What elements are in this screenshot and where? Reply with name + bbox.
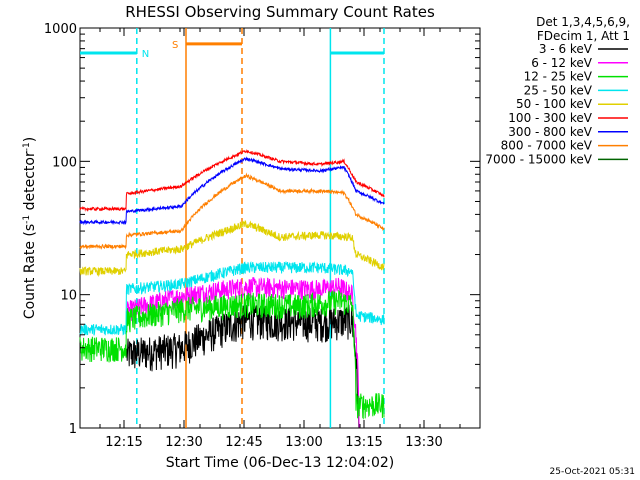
series-line: [79, 220, 385, 278]
legend-label: 300 - 800 keV: [508, 125, 592, 139]
legend-label: 7000 - 15000 keV: [485, 152, 592, 166]
legend-header-decimation: FDecim 1, Att 1: [537, 29, 630, 43]
y-tick-label: 1000: [44, 22, 77, 37]
x-tick-label: 13:30: [405, 435, 442, 450]
series-line: [79, 289, 385, 420]
chart-title: RHESSI Observing Summary Count Rates: [125, 3, 435, 21]
series-line: [79, 156, 385, 226]
y-tick-label: 100: [52, 155, 77, 170]
y-tick-label: 10: [60, 289, 77, 304]
legend-label: 50 - 100 keV: [516, 97, 593, 111]
y-tick-label: 1: [69, 422, 77, 437]
flag-label: S: [172, 40, 178, 51]
legend-label: 6 - 12 keV: [531, 56, 593, 70]
footer-timestamp: 25-Oct-2021 05:31: [550, 467, 635, 477]
legend-header-detectors: Det 1,3,4,5,6,9,: [536, 15, 630, 29]
x-axis-label: Start Time (06-Dec-13 12:04:02): [166, 455, 394, 471]
legend-label: 100 - 300 keV: [508, 111, 592, 125]
series-line: [79, 148, 385, 212]
flag-label: N: [142, 49, 149, 60]
x-axis-ticks: 12:15 12:30 12:45 13:00 13:15 13:30: [79, 28, 481, 450]
series-line: [126, 276, 360, 428]
y-axis-ticks: 1 10 100 1000: [44, 22, 480, 437]
legend: Det 1,3,4,5,6,9, FDecim 1, Att 1 3 - 6 k…: [485, 15, 630, 166]
legend-label: 25 - 50 keV: [524, 83, 593, 97]
series-line: [79, 260, 385, 336]
y-axis-label: Count Rate (s-1 detector-1): [22, 137, 38, 319]
series-lines: [79, 148, 385, 428]
x-tick-label: 12:30: [165, 435, 202, 450]
series-line: [126, 304, 360, 428]
x-tick-label: 13:15: [345, 435, 382, 450]
legend-label: 12 - 25 keV: [524, 70, 593, 84]
legend-label: 800 - 7000 keV: [501, 139, 593, 153]
series-line: [79, 172, 385, 251]
x-tick-label: 12:15: [105, 435, 142, 450]
x-tick-label: 13:00: [285, 435, 322, 450]
x-tick-label: 12:45: [225, 435, 262, 450]
legend-label: 3 - 6 keV: [539, 42, 593, 56]
